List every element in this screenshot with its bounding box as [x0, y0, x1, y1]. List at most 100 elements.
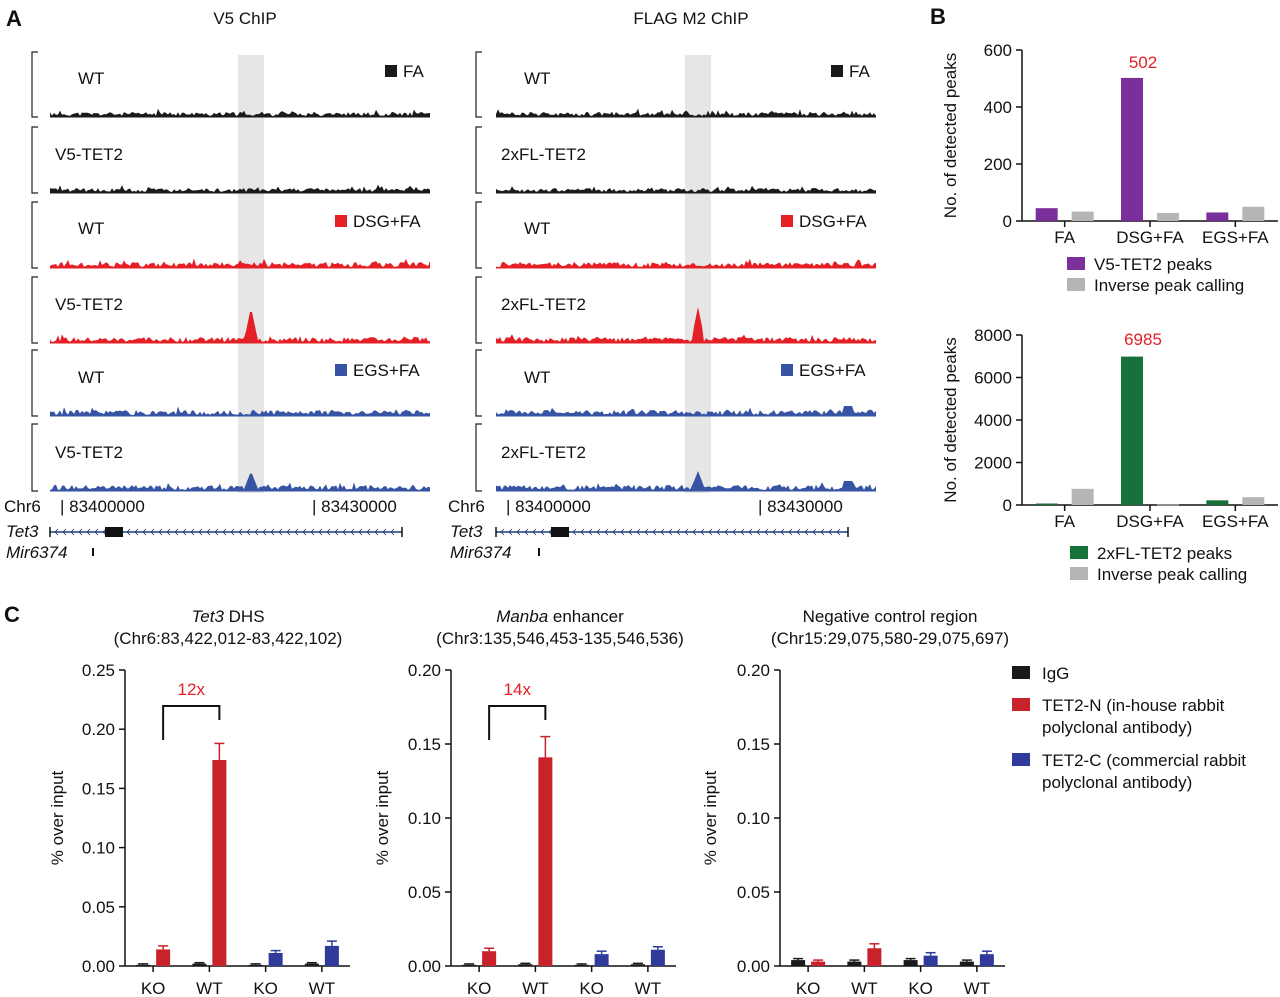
- chart-title-rest: enhancer: [548, 607, 624, 626]
- legend-swatch: [1012, 698, 1030, 711]
- strand-chevron: [150, 528, 155, 536]
- bar: [482, 951, 497, 966]
- y-tick-label: 0.05: [737, 883, 770, 902]
- strand-chevron: [166, 528, 171, 536]
- strand-chevron: [788, 528, 793, 536]
- coord-end: | 83430000: [312, 497, 397, 516]
- track-bracket: [31, 201, 38, 269]
- y-tick-label: 400: [984, 98, 1012, 117]
- y-tick-label: 0.15: [408, 735, 441, 754]
- x-tick-label: KO: [253, 979, 278, 997]
- strand-chevron: [134, 528, 139, 536]
- strand-chevron: [708, 528, 713, 536]
- legend-label: 2xFL-TET2 peaks: [1097, 544, 1232, 563]
- bar: [574, 964, 589, 966]
- strand-chevron: [828, 528, 833, 536]
- signal-track: [496, 406, 876, 416]
- x-tick-label: EGS+FA: [1202, 228, 1269, 247]
- y-tick-label: 0.10: [737, 809, 770, 828]
- gene-label: Mir6374: [450, 543, 511, 562]
- strand-chevron: [588, 528, 593, 536]
- signal-track: [496, 108, 876, 117]
- strand-chevron: [676, 528, 681, 536]
- x-tick-label: DSG+FA: [1116, 512, 1184, 531]
- signal-track: [50, 184, 430, 193]
- gene-label: Tet3: [6, 522, 39, 541]
- bar: [1035, 208, 1058, 221]
- strand-chevron: [286, 528, 291, 536]
- strand-chevron: [270, 528, 275, 536]
- y-axis-label: No. of detected peaks: [941, 337, 960, 502]
- bar: [1242, 206, 1265, 221]
- strand-chevron: [628, 528, 633, 536]
- signal-track: [50, 311, 430, 343]
- y-tick-label: 0.10: [82, 839, 115, 858]
- strand-chevron: [366, 528, 371, 536]
- bar: [847, 961, 862, 966]
- y-tick-label: 0.20: [82, 720, 115, 739]
- legend-label: TET2-N (in-house rabbit: [1042, 696, 1225, 715]
- track-bracket: [475, 126, 482, 194]
- x-tick-label: EGS+FA: [1202, 512, 1269, 531]
- x-tick-label: WT: [635, 979, 661, 997]
- fold-change-label: 12x: [178, 680, 206, 699]
- strand-chevron: [516, 528, 521, 536]
- legend-swatch: [1067, 257, 1085, 270]
- strand-chevron: [182, 528, 187, 536]
- bar: [1035, 503, 1058, 505]
- x-tick-label: KO: [908, 979, 933, 997]
- strand-chevron: [278, 528, 283, 536]
- bar: [594, 954, 609, 966]
- track-bracket: [31, 126, 38, 194]
- legend-swatch: [1070, 567, 1088, 580]
- y-tick-label: 0.20: [737, 661, 770, 680]
- legend-label: V5-TET2 peaks: [1094, 255, 1212, 274]
- strand-chevron: [620, 528, 625, 536]
- track-sample-label: V5-TET2: [55, 443, 123, 462]
- legend-label: Inverse peak calling: [1094, 276, 1244, 295]
- strand-chevron: [390, 528, 395, 536]
- x-tick-label: WT: [964, 979, 990, 997]
- strand-chevron: [142, 528, 147, 536]
- strand-chevron: [54, 528, 59, 536]
- comparison-bracket: [488, 705, 547, 740]
- strand-chevron: [636, 528, 641, 536]
- legend-label: DSG+FA: [799, 212, 867, 231]
- y-axis-label: % over input: [373, 770, 392, 865]
- strand-chevron: [644, 528, 649, 536]
- track-bracket: [31, 276, 38, 344]
- panel-label-a: A: [6, 6, 22, 31]
- y-tick-label: 200: [984, 155, 1012, 174]
- y-tick-label: 600: [984, 41, 1012, 60]
- column-title: FLAG M2 ChIP: [633, 9, 748, 28]
- strand-chevron: [532, 528, 537, 536]
- coord-start: | 83400000: [506, 497, 591, 516]
- chart-subtitle: (Chr3:135,546,453-135,546,536): [436, 629, 684, 648]
- track-sample-label: WT: [78, 219, 104, 238]
- highlight-region: [238, 55, 264, 493]
- bar-value-label: 502: [1129, 53, 1157, 72]
- strand-chevron: [684, 528, 689, 536]
- strand-chevron: [660, 528, 665, 536]
- strand-chevron: [246, 528, 251, 536]
- bar: [979, 954, 994, 966]
- x-tick-label: WT: [851, 979, 877, 997]
- y-tick-label: 0.05: [408, 883, 441, 902]
- bar: [538, 757, 553, 966]
- strand-chevron: [326, 528, 331, 536]
- signal-track: [50, 406, 430, 416]
- strand-chevron: [652, 528, 657, 536]
- legend-label: TET2-C (commercial rabbit: [1042, 751, 1246, 770]
- legend-swatch: [1067, 278, 1085, 291]
- legend-swatch: [1012, 666, 1030, 679]
- strand-chevron: [596, 528, 601, 536]
- chart-title: Manba enhancer: [496, 607, 624, 626]
- legend-swatch: [335, 215, 347, 227]
- bar: [156, 949, 171, 966]
- track-sample-label: WT: [524, 219, 550, 238]
- chart-C3: 0.00 0.05 0.10 0.15 0.20 % over input KO WT KO WT: [701, 661, 1005, 997]
- chrom-label: Chr6: [448, 497, 485, 516]
- strand-chevron: [262, 528, 267, 536]
- bar: [1206, 212, 1229, 221]
